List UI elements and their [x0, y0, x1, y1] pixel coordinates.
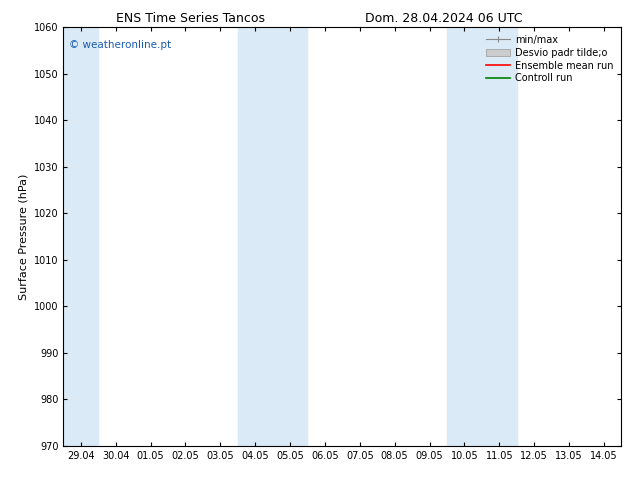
Bar: [447, 27, 517, 446]
Text: Dom. 28.04.2024 06 UTC: Dom. 28.04.2024 06 UTC: [365, 12, 522, 25]
Bar: [63, 27, 98, 446]
Text: ENS Time Series Tancos: ENS Time Series Tancos: [115, 12, 265, 25]
Legend: min/max, Desvio padr tilde;o, Ensemble mean run, Controll run: min/max, Desvio padr tilde;o, Ensemble m…: [483, 32, 616, 86]
Text: © weatheronline.pt: © weatheronline.pt: [69, 40, 171, 49]
Y-axis label: Surface Pressure (hPa): Surface Pressure (hPa): [18, 173, 29, 299]
Bar: [238, 27, 307, 446]
